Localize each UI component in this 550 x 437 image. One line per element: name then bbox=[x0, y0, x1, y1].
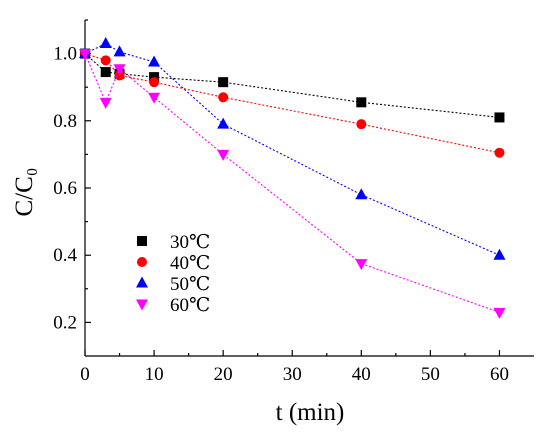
data-point bbox=[355, 188, 368, 200]
data-point bbox=[356, 97, 367, 108]
data-point bbox=[148, 55, 161, 67]
data-point bbox=[113, 45, 126, 57]
data-point bbox=[218, 92, 229, 103]
legend-marker bbox=[137, 257, 147, 267]
x-tick-label: 60 bbox=[490, 364, 509, 385]
data-point bbox=[355, 259, 368, 271]
series-1 bbox=[80, 48, 505, 158]
y-tick-label: 0.4 bbox=[53, 245, 77, 266]
x-tick-label: 20 bbox=[214, 364, 233, 385]
y-tick-label: 0.8 bbox=[53, 111, 77, 132]
series-0 bbox=[80, 48, 505, 123]
series-line bbox=[84, 53, 500, 154]
data-point bbox=[356, 119, 367, 130]
series-line bbox=[84, 53, 500, 118]
data-point bbox=[99, 37, 112, 49]
series-line bbox=[84, 42, 500, 256]
data-point bbox=[79, 49, 91, 61]
x-tick-label: 50 bbox=[421, 364, 440, 385]
series-line bbox=[84, 53, 500, 313]
data-point bbox=[148, 92, 161, 104]
y-tick-label: 1.0 bbox=[53, 44, 77, 65]
legend-item: 40℃ bbox=[137, 253, 210, 274]
y-tick-label: 0.6 bbox=[53, 178, 77, 199]
data-point bbox=[493, 248, 506, 260]
data-point bbox=[100, 55, 111, 66]
y-tick-label: 0.2 bbox=[53, 312, 77, 333]
data-point bbox=[218, 77, 229, 88]
legend-marker bbox=[136, 276, 148, 288]
x-tick-label: 10 bbox=[145, 364, 164, 385]
data-point bbox=[493, 307, 506, 319]
series-2 bbox=[79, 37, 506, 260]
legend-label: 40℃ bbox=[170, 253, 210, 274]
x-ticks: 0 10 20 30 40 50 60 bbox=[80, 350, 509, 385]
legend-item: 50℃ bbox=[136, 274, 210, 295]
data-point bbox=[217, 149, 230, 161]
legend: 30℃40℃50℃60℃ bbox=[136, 232, 210, 316]
legend-item: 60℃ bbox=[136, 295, 210, 316]
series-3 bbox=[79, 49, 506, 319]
plot-frame bbox=[84, 20, 534, 357]
legend-marker bbox=[137, 236, 147, 246]
series-layer bbox=[79, 37, 506, 319]
legend-marker bbox=[136, 299, 148, 311]
legend-label: 60℃ bbox=[170, 295, 210, 316]
data-point bbox=[494, 147, 505, 158]
x-tick-label: 0 bbox=[80, 364, 90, 385]
x-tick-label: 30 bbox=[283, 364, 302, 385]
x-axis-title: t (min) bbox=[276, 399, 345, 426]
data-point bbox=[149, 77, 160, 88]
y-axis-title: C/C₀ bbox=[11, 167, 38, 216]
legend-item: 30℃ bbox=[137, 232, 210, 253]
legend-label: 50℃ bbox=[170, 274, 210, 295]
data-point bbox=[100, 67, 111, 78]
legend-label: 30℃ bbox=[170, 232, 210, 253]
y-ticks: 0.2 0.4 0.6 0.8 1.0 bbox=[53, 19, 91, 333]
data-point bbox=[494, 112, 505, 123]
data-point bbox=[149, 72, 160, 83]
x-tick-label: 40 bbox=[352, 364, 371, 385]
data-point bbox=[113, 64, 126, 76]
data-point bbox=[99, 97, 112, 109]
data-point bbox=[217, 117, 230, 129]
data-point bbox=[114, 70, 125, 81]
